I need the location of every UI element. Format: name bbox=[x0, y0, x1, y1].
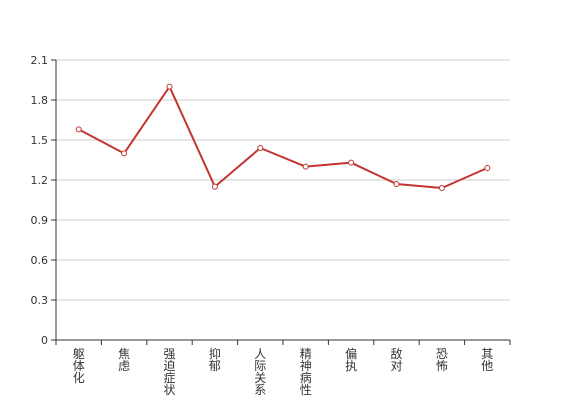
x-tick-labels: 躯体化 焦虑 强迫症状 抑郁 人际关系 精神病性 偏执 敌对 恐怖 其他 bbox=[73, 346, 494, 397]
x-tick-label: 偏执 bbox=[345, 346, 357, 373]
x-tick-label: 恐怖 bbox=[436, 347, 448, 373]
data-point bbox=[121, 150, 128, 157]
y-tick-label: 0.3 bbox=[31, 294, 49, 307]
y-tick-label: 0 bbox=[41, 334, 48, 347]
data-point bbox=[75, 126, 82, 133]
series-line bbox=[78, 85, 488, 189]
y-tick-label: 1.8 bbox=[31, 94, 49, 107]
data-point bbox=[166, 83, 173, 90]
x-tick-label: 强迫症状 bbox=[163, 347, 175, 397]
y-tick-label: 2.1 bbox=[31, 54, 49, 67]
data-point bbox=[302, 163, 309, 170]
data-point bbox=[438, 185, 445, 191]
x-tick-label: 人际关系 bbox=[254, 347, 266, 397]
x-tick-label: 躯体化 bbox=[73, 346, 85, 385]
data-point bbox=[257, 145, 264, 151]
data-point bbox=[393, 181, 400, 187]
x-tick-label: 精神病性 bbox=[300, 347, 312, 397]
y-tick-label: 0.9 bbox=[31, 214, 49, 227]
y-tick-label: 1.2 bbox=[31, 174, 49, 187]
x-tick-label: 抑郁 bbox=[209, 346, 221, 373]
y-tick-label: 0.6 bbox=[31, 254, 49, 267]
gridlines bbox=[56, 59, 510, 301]
x-tick-label: 敌对 bbox=[390, 346, 402, 373]
y-tick-label: 1.5 bbox=[31, 134, 49, 147]
data-point bbox=[211, 183, 218, 190]
series-group bbox=[75, 83, 491, 191]
x-tick-label: 焦虑 bbox=[118, 347, 130, 373]
x-tick-label: 其他 bbox=[481, 347, 493, 373]
data-point bbox=[484, 165, 491, 171]
data-point bbox=[348, 159, 355, 166]
axes bbox=[51, 59, 511, 345]
y-tick-labels: 0 0.3 0.6 0.9 1.2 1.5 1.8 2.1 bbox=[31, 54, 49, 347]
